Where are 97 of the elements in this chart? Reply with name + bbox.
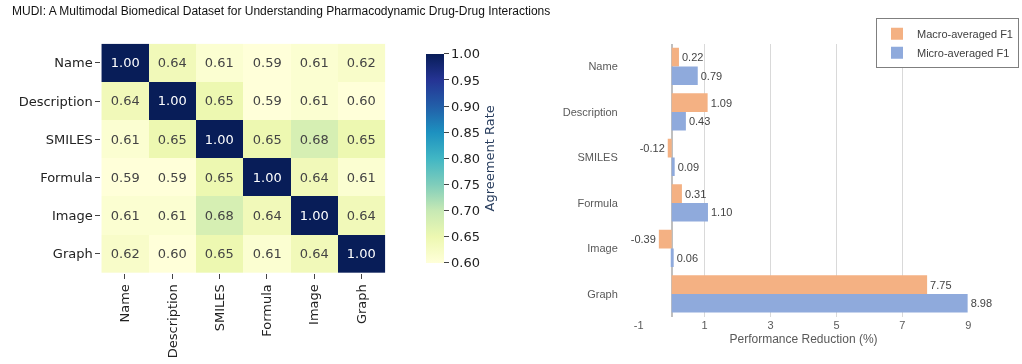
color-bar-label: 0.90 <box>451 98 481 114</box>
data-label: 0.59 <box>157 170 187 186</box>
color-bar-label: 0.85 <box>451 124 481 140</box>
data-label: 0.06 <box>676 251 699 264</box>
data-label: 0.61 <box>157 208 187 224</box>
bar <box>671 93 708 112</box>
data-label: 0.65 <box>204 246 234 262</box>
data-label: 0.61 <box>204 55 234 71</box>
data-label: 0.61 <box>299 93 329 109</box>
bar <box>671 66 698 86</box>
bar <box>671 202 708 222</box>
data-label: 0.68 <box>299 132 329 148</box>
data-label: 1.00 <box>346 246 376 262</box>
data-label: 0.61 <box>346 170 376 186</box>
data-label: 0.64 <box>299 246 329 262</box>
y-tick-label: Description <box>562 105 618 118</box>
x-tick-label: 9 <box>965 318 972 331</box>
color-bar-label: 0.60 <box>451 255 481 271</box>
x-tick-label: 3 <box>767 318 774 331</box>
bar <box>671 111 686 131</box>
color-bar-label: 0.95 <box>451 72 481 88</box>
color-bar-title: Agreement Rate <box>482 105 498 212</box>
color-bar-label: 0.65 <box>451 229 481 245</box>
chart-title: MUDI: A Multimodal Biomedical Dataset for Understanding Pharmacodynamic Drug-Drug Interactions <box>12 4 551 18</box>
data-label: 0.64 <box>252 208 282 224</box>
color-bar-label: 0.75 <box>451 177 481 193</box>
y-tick-label: Formula <box>40 170 93 185</box>
y-tick-label: Image <box>52 208 93 224</box>
legend-label: Macro-averaged F1 <box>917 27 1013 40</box>
data-label: 0.62 <box>346 55 376 71</box>
legend-label: Micro-averaged F1 <box>917 46 1010 59</box>
x-tick-label: Description <box>164 284 180 359</box>
bar <box>671 184 682 203</box>
data-label: 1.00 <box>157 93 187 109</box>
bar <box>671 157 675 177</box>
data-label: 0.68 <box>204 208 234 224</box>
data-label: 0.64 <box>299 170 329 186</box>
data-label: 0.65 <box>252 132 282 148</box>
data-label: -0.39 <box>630 233 656 246</box>
data-label: 7.75 <box>930 278 952 291</box>
data-label: -0.12 <box>639 142 665 155</box>
bar <box>671 275 928 294</box>
data-label: 1.10 <box>710 206 733 219</box>
data-label: 0.43 <box>688 115 711 128</box>
x-tick-label: Formula <box>259 284 275 337</box>
data-label: 1.00 <box>204 132 234 148</box>
data-label: 0.65 <box>204 93 234 109</box>
data-label: 0.59 <box>252 93 282 109</box>
y-tick-label: Image <box>587 242 618 255</box>
y-tick-label: Formula <box>577 196 619 209</box>
data-label: 0.22 <box>681 51 704 64</box>
data-label: 0.65 <box>346 132 376 148</box>
data-label: 0.61 <box>252 246 282 262</box>
x-axis-title: Performance Reduction (%) <box>729 331 878 346</box>
color-bar-label: 0.70 <box>451 203 481 219</box>
data-label: 0.64 <box>157 55 187 71</box>
data-label: 8.98 <box>970 297 993 310</box>
data-label: 0.31 <box>684 187 707 200</box>
y-tick-label: Graph <box>52 246 93 262</box>
bar <box>667 138 672 158</box>
y-tick-label: Name <box>54 55 93 71</box>
bar <box>671 293 968 313</box>
x-tick-label: SMILES <box>211 284 227 332</box>
bar <box>658 229 672 249</box>
y-tick-label: Name <box>588 60 618 73</box>
data-label: 0.61 <box>110 208 140 224</box>
data-label: 0.65 <box>204 170 234 186</box>
data-label: 0.09 <box>677 160 700 173</box>
data-label: 0.60 <box>346 93 376 109</box>
data-label: 0.61 <box>110 132 140 148</box>
data-label: 0.59 <box>110 170 140 186</box>
data-label: 0.65 <box>157 132 187 148</box>
y-tick-label: SMILES <box>45 131 93 147</box>
data-label: 0.61 <box>299 55 329 71</box>
data-label: 0.64 <box>346 208 376 224</box>
x-tick-label: Image <box>306 284 322 325</box>
y-tick-label: SMILES <box>577 151 618 164</box>
data-label: 1.00 <box>110 55 140 71</box>
data-label: 0.79 <box>700 69 723 82</box>
x-tick-label: 7 <box>899 318 906 331</box>
x-tick-label: 5 <box>833 318 840 331</box>
x-tick-label: Graph <box>353 284 369 325</box>
y-tick-label: Description <box>18 93 93 109</box>
data-label: 0.60 <box>157 246 187 262</box>
data-label: 1.00 <box>252 170 282 186</box>
color-bar-label: 0.80 <box>451 150 481 166</box>
bar <box>671 47 679 67</box>
data-label: 0.62 <box>110 246 140 262</box>
data-label: 1.09 <box>710 96 733 109</box>
x-tick-label: 1 <box>701 318 708 331</box>
x-tick-label: -1 <box>633 318 644 331</box>
x-tick-label: Name <box>117 284 133 323</box>
color-bar-label: 1.00 <box>451 46 481 62</box>
data-label: 1.00 <box>299 208 329 224</box>
bar <box>670 248 674 268</box>
data-label: 0.64 <box>110 93 140 109</box>
data-label: 0.59 <box>252 55 282 71</box>
